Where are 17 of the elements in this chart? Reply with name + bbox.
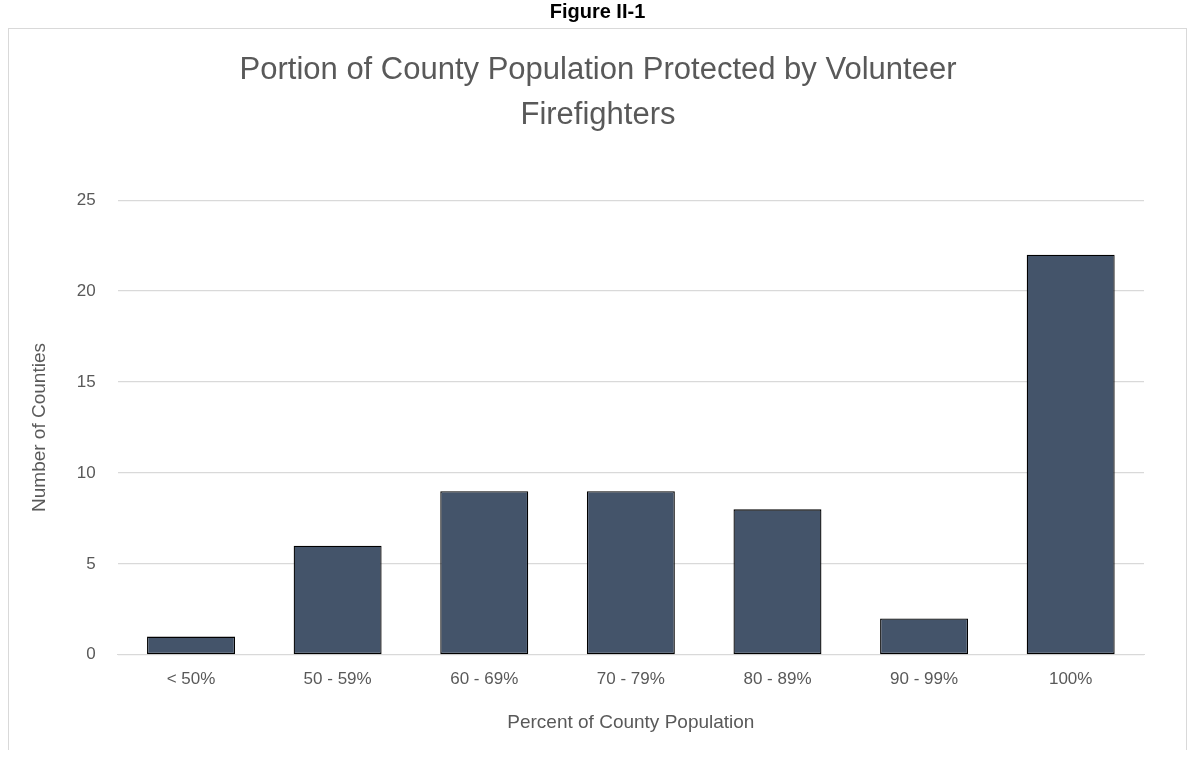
x-tick-label: 80 - 89%	[743, 668, 812, 688]
y-tick-label: 20	[76, 280, 96, 300]
x-tick-label: 50 - 59%	[303, 668, 372, 688]
y-axis-title: Number of Counties	[27, 343, 49, 512]
x-tick-label: 90 - 99%	[890, 668, 959, 688]
y-tick-label: 5	[86, 553, 96, 573]
y-tick-label: 10	[76, 462, 96, 482]
x-tick-label: < 50%	[166, 668, 216, 688]
x-tick-label: 60 - 69%	[450, 668, 519, 688]
y-tick-label: 15	[76, 371, 96, 391]
x-tick-label: 100%	[1048, 668, 1093, 688]
y-tick-label: 25	[76, 189, 96, 209]
x-tick-label: 70 - 79%	[596, 668, 665, 688]
text: Figure II-1	[548, 0, 647, 23]
y-tick-label: 0	[86, 644, 96, 664]
x-axis-title: Percent of County Population	[507, 710, 755, 732]
chart-title: Portion of County Population Protected by Volunteer Firefighters	[238, 50, 958, 133]
